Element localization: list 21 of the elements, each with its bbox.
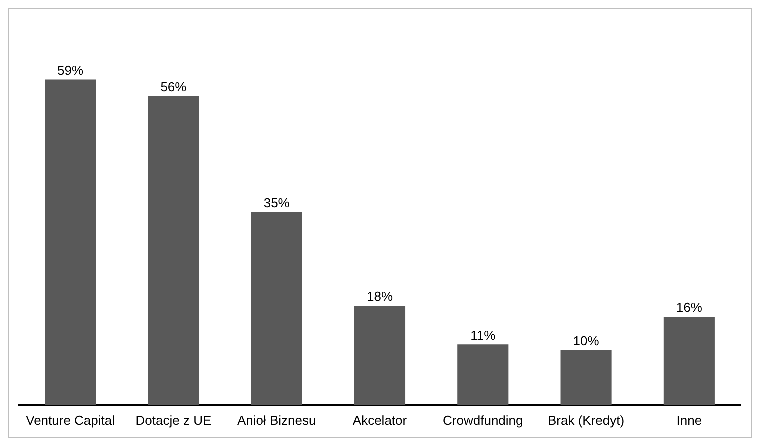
bar [251, 212, 302, 406]
bar [458, 344, 509, 406]
bar [354, 306, 406, 406]
bar [148, 96, 200, 406]
x-tick-label: Anioł Biznesu [237, 412, 316, 428]
data-label: 11% [470, 328, 496, 343]
bar [664, 317, 715, 406]
data-label: 16% [676, 300, 703, 316]
x-tick-label: Brak (Kredyt) [548, 412, 625, 428]
data-label: 35% [264, 195, 290, 210]
data-label: 18% [366, 289, 394, 304]
bar [560, 350, 612, 406]
bar [45, 80, 96, 406]
data-label: 59% [58, 62, 84, 78]
x-tick-label: Venture Capital [26, 412, 116, 428]
data-label: 10% [573, 333, 600, 348]
data-label: 56% [160, 79, 188, 94]
x-tick-label: Dotacje z UE [136, 412, 212, 428]
x-tick-label: Inne [676, 412, 702, 428]
x-tick-label: Akcelator [352, 412, 408, 428]
x-tick-label: Crowdfunding [443, 412, 524, 428]
